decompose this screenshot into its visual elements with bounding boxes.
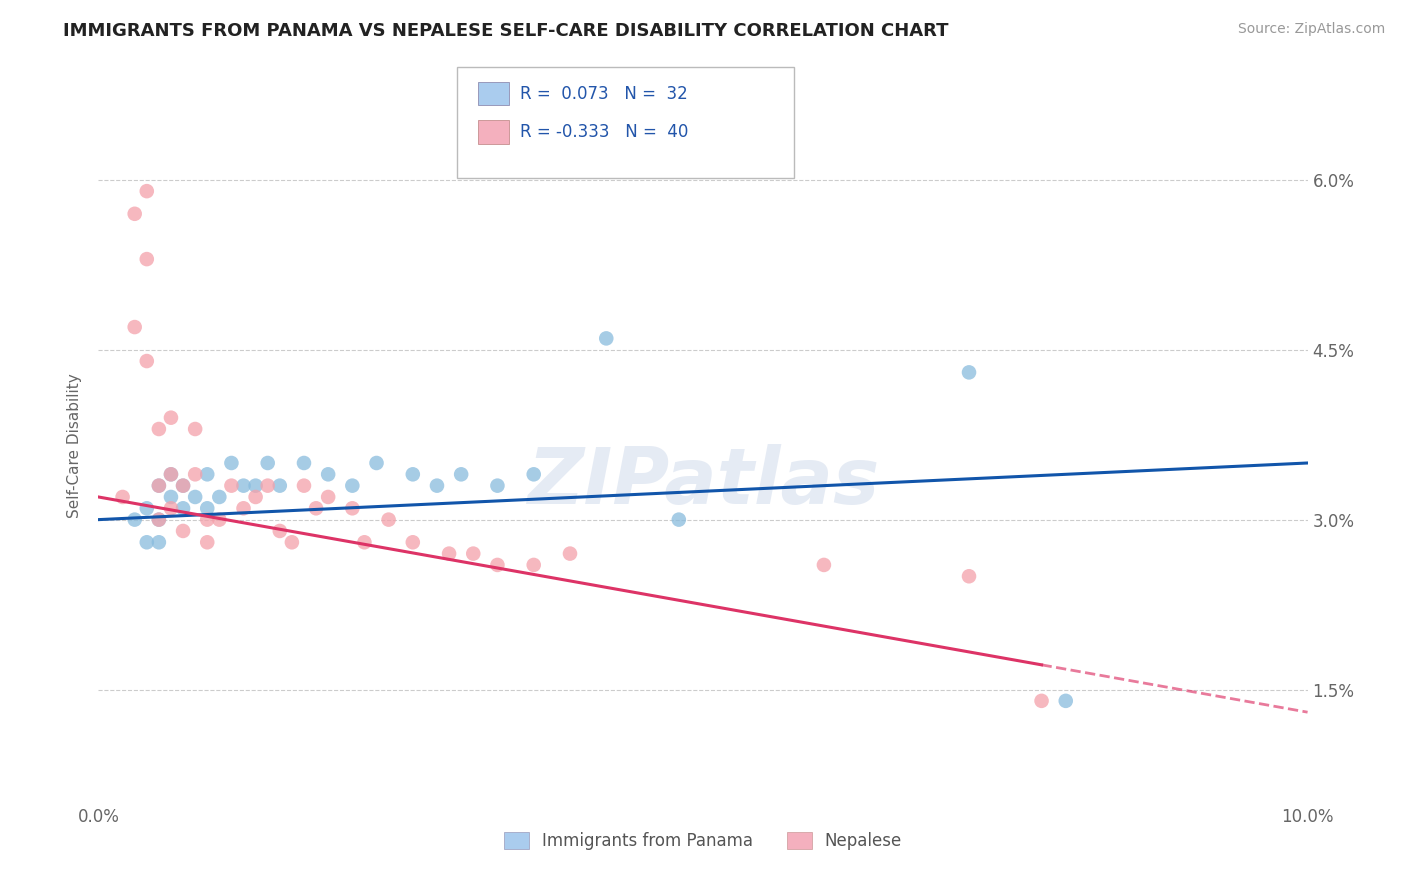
Point [195,513,218,527]
Point [135,354,157,368]
Point [124,320,146,334]
Point [148,422,170,436]
Point [111,490,134,504]
Point [172,524,194,538]
Point [245,490,267,504]
Legend: Immigrants from Panama, Nepalese: Immigrants from Panama, Nepalese [495,824,911,859]
Point [342,478,364,492]
Point [269,478,291,492]
Point [426,478,449,492]
Point [172,478,194,492]
Point [232,501,254,516]
Point [486,478,509,492]
Point [160,467,183,482]
Text: Source: ZipAtlas.com: Source: ZipAtlas.com [1237,22,1385,37]
Point [135,501,157,516]
Point [135,184,157,198]
Point [523,467,546,482]
Point [292,478,315,492]
Point [172,501,194,516]
Point [463,547,485,561]
Point [221,478,243,492]
Point [595,331,617,345]
Point [184,422,207,436]
Point [148,513,170,527]
Point [160,410,183,425]
Point [957,569,980,583]
Point [208,513,231,527]
Point [135,535,157,549]
Y-axis label: Self-Care Disability: Self-Care Disability [67,374,83,518]
Point [450,467,472,482]
Point [813,558,835,572]
Point [160,467,183,482]
Point [269,524,291,538]
Text: R =  0.073   N =  32: R = 0.073 N = 32 [520,85,688,103]
Point [148,478,170,492]
Point [160,490,183,504]
Point [486,558,509,572]
Point [366,456,388,470]
Text: ZIPatlas: ZIPatlas [527,443,879,520]
Point [281,535,304,549]
Point [957,365,980,379]
Point [195,467,218,482]
Point [402,535,425,549]
Text: IMMIGRANTS FROM PANAMA VS NEPALESE SELF-CARE DISABILITY CORRELATION CHART: IMMIGRANTS FROM PANAMA VS NEPALESE SELF-… [63,22,949,40]
Point [208,490,231,504]
Point [377,513,399,527]
Point [523,558,546,572]
Point [195,501,218,516]
Point [558,547,581,561]
Text: R = -0.333   N =  40: R = -0.333 N = 40 [520,123,689,141]
Point [148,478,170,492]
Point [160,501,183,516]
Point [135,252,157,266]
Point [402,467,425,482]
Point [668,513,690,527]
Point [184,467,207,482]
Point [245,478,267,492]
Point [221,456,243,470]
Point [353,535,375,549]
Point [184,490,207,504]
Point [1054,694,1077,708]
Point [305,501,328,516]
Point [342,501,364,516]
Point [124,513,146,527]
Point [148,535,170,549]
Point [437,547,460,561]
Point [316,490,339,504]
Point [232,478,254,492]
Point [195,535,218,549]
Point [256,456,278,470]
Point [124,207,146,221]
Point [292,456,315,470]
Point [172,478,194,492]
Point [1031,694,1053,708]
Point [316,467,339,482]
Point [256,478,278,492]
Point [148,513,170,527]
